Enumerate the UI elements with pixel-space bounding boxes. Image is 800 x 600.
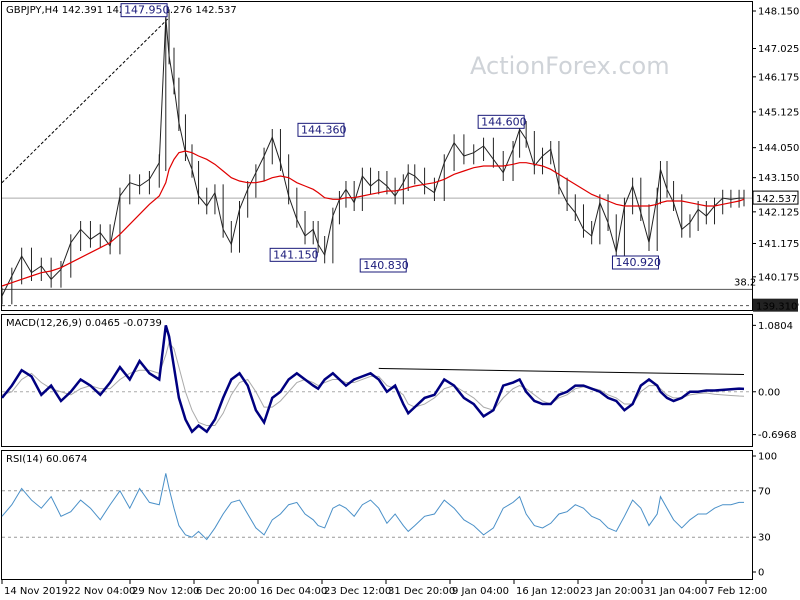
reference-price-box <box>753 298 798 312</box>
price-y-tick-label: 144.050 <box>758 143 799 154</box>
rsi-header: RSI(14) 60.0674 <box>6 454 87 465</box>
price-annotation-box <box>359 258 407 273</box>
x-tick-label: 16 Dec 04:00 <box>260 586 327 597</box>
price-annotation-box <box>120 3 168 18</box>
x-tick-label: 23 Dec 12:00 <box>324 586 391 597</box>
last-price-label: 142.537 <box>756 194 797 205</box>
price-annotation-label: 144.600 <box>481 115 527 128</box>
x-tick-label: 6 Dec 20:00 <box>196 586 257 597</box>
price-y-tick-label: 145.125 <box>758 107 799 118</box>
fib-label: 38.2 <box>734 277 756 288</box>
macd-panel-frame <box>1 314 753 447</box>
x-tick-label: 14 Nov 2019 <box>4 586 68 597</box>
price-line <box>1 17 744 297</box>
macd-line <box>1 325 745 434</box>
price-annotation-label: 144.360 <box>301 123 347 136</box>
price-y-tick-label: 140.175 <box>758 272 799 283</box>
macd-plot: 1.0804 0.00 -0.6968 <box>1 321 797 441</box>
price-annotation-box <box>611 255 659 270</box>
rsi-plot: 100 70 30 0 <box>1 452 777 579</box>
price-annotation-label: 140.830 <box>363 259 409 272</box>
rsi-panel-frame <box>1 450 753 580</box>
price-annotation-box <box>269 247 317 262</box>
x-tick-label: 9 Jan 04:00 <box>452 586 509 597</box>
x-tick-label: 31 Dec 20:00 <box>388 586 455 597</box>
x-tick-label: 22 Nov 04:00 <box>68 586 135 597</box>
x-tick-label: 16 Jan 12:00 <box>516 586 579 597</box>
rsi-line <box>1 473 745 541</box>
macd-y-tick-label: -0.6968 <box>758 430 797 441</box>
reference-price-label: 139.310 <box>756 302 797 313</box>
x-tick-label: 7 Feb 12:00 <box>708 586 767 597</box>
macd-trend-line <box>378 367 745 376</box>
price-panel-frame <box>1 1 753 311</box>
rsi-y-tick-label: 100 <box>758 452 777 463</box>
price-y-tick-label: 146.175 <box>758 72 799 83</box>
rsi-y-tick-label: 70 <box>758 486 771 497</box>
macd-y-tick-label: 1.0804 <box>758 321 793 332</box>
price-annotation-box <box>297 122 345 137</box>
macd-y-tick-label: 0.00 <box>758 387 780 398</box>
rsi-y-tick-label: 0 <box>758 568 764 579</box>
price-annotation-box <box>477 114 525 129</box>
macd-header: MACD(12,26,9) 0.0465 -0.0739 <box>6 318 162 329</box>
price-y-tick-label: 148.150 <box>758 7 799 18</box>
price-y-tick-label: 142.125 <box>758 207 799 218</box>
price-y-tick-label: 147.025 <box>758 44 799 55</box>
x-tick-label: 31 Jan 04:00 <box>644 586 707 597</box>
price-annotation-label: 147.950 <box>124 4 170 17</box>
rsi-y-tick-label: 30 <box>758 533 771 544</box>
watermark: ActionForex.com <box>470 52 670 80</box>
price-plot: 148.150 147.025 146.175 145.125 144.050 143.1… <box>1 3 799 313</box>
price-y-tick-label: 141.175 <box>758 239 799 250</box>
price-annotation-label: 140.920 <box>615 256 661 269</box>
trend-line <box>1 17 170 184</box>
last-price-box <box>752 190 799 205</box>
x-tick-label: 23 Jan 20:00 <box>580 586 643 597</box>
x-tick-label: 29 Nov 12:00 <box>132 586 199 597</box>
price-y-tick-label: 143.150 <box>758 173 799 184</box>
moving-average-line <box>1 150 745 287</box>
macd-signal-line <box>1 341 745 427</box>
price-annotation-label: 141.150 <box>273 248 319 261</box>
